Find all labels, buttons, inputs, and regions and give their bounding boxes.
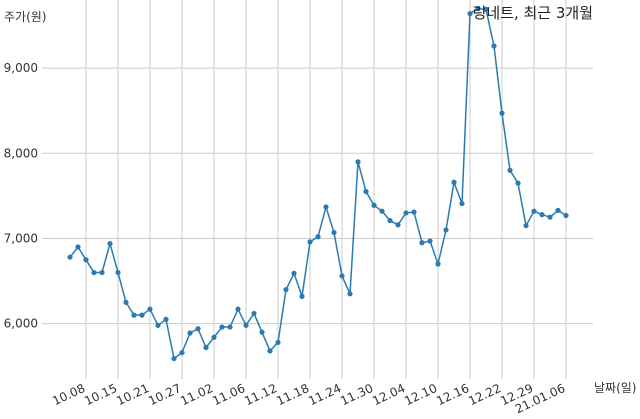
- data-point: [371, 202, 377, 208]
- data-point: [539, 212, 545, 218]
- data-point: [547, 214, 553, 220]
- data-point: [499, 110, 505, 116]
- x-tick-label: 10.27: [146, 381, 183, 408]
- data-point: [531, 208, 537, 214]
- data-point: [427, 238, 433, 244]
- chart-title: 링네트, 최근 3개월: [473, 4, 593, 22]
- data-point: [307, 239, 313, 245]
- x-tick-label: 11.02: [178, 381, 215, 408]
- data-point: [195, 326, 201, 332]
- x-tick-label: 12.04: [370, 381, 407, 408]
- series-group: [67, 5, 569, 362]
- x-tick-label: 10.08: [50, 381, 87, 408]
- data-point: [331, 229, 337, 236]
- series-line: [69, 7, 567, 360]
- data-point: [491, 43, 497, 49]
- data-point: [155, 322, 161, 328]
- data-point: [115, 269, 121, 276]
- x-tick-label: 10.15: [82, 381, 119, 408]
- x-tick-label: 11.30: [338, 381, 375, 408]
- data-point: [131, 312, 137, 318]
- data-point: [243, 322, 249, 328]
- x-axis-label: 날짜(일): [594, 381, 636, 395]
- data-point: [459, 200, 465, 207]
- data-point: [363, 189, 369, 195]
- data-point: [387, 217, 393, 224]
- data-point: [275, 339, 281, 345]
- x-axis-ticks: 10.0810.1510.2110.2711.0211.0611.1211.18…: [50, 381, 567, 416]
- data-point: [267, 348, 273, 354]
- data-point: [475, 5, 481, 12]
- y-axis-ticks: 6,000 7,000 8,000 9,000: [4, 61, 38, 331]
- x-tick-label: 11.12: [242, 381, 279, 408]
- data-point: [171, 355, 177, 362]
- data-point: [123, 299, 129, 305]
- data-point: [107, 240, 113, 247]
- data-point: [483, 6, 489, 12]
- x-tick-label: 11.18: [274, 381, 311, 408]
- data-point: [251, 310, 257, 317]
- x-tick-label: 10.21: [114, 381, 151, 408]
- data-point: [227, 324, 233, 330]
- y-axis-label: 주가(원): [4, 10, 46, 24]
- data-point: [235, 306, 241, 312]
- data-point: [355, 159, 361, 165]
- data-point: [187, 330, 193, 336]
- data-point: [507, 167, 513, 173]
- data-point: [515, 180, 521, 186]
- grid-lines: [42, 0, 593, 379]
- data-point: [403, 210, 409, 216]
- data-point: [451, 179, 457, 185]
- data-point: [419, 240, 425, 246]
- data-point: [147, 306, 153, 312]
- data-point: [83, 257, 89, 263]
- data-point: [395, 222, 401, 228]
- data-point: [67, 254, 73, 260]
- data-point: [163, 316, 169, 322]
- data-point: [315, 234, 321, 240]
- data-point: [435, 261, 441, 267]
- data-point: [291, 270, 297, 276]
- data-point: [339, 273, 345, 279]
- data-point: [91, 269, 97, 276]
- y-tick-label: 6,000: [4, 317, 38, 331]
- data-point: [563, 212, 569, 219]
- data-point: [75, 244, 81, 250]
- data-point: [219, 324, 225, 330]
- data-point: [467, 11, 473, 17]
- data-point: [203, 344, 209, 351]
- data-point: [259, 329, 265, 335]
- data-point: [179, 349, 185, 356]
- data-point: [299, 293, 305, 299]
- x-tick-label: 11.06: [210, 381, 247, 408]
- data-point: [411, 209, 417, 215]
- x-tick-label: 12.16: [434, 381, 471, 408]
- data-point: [443, 227, 449, 233]
- y-tick-label: 9,000: [4, 61, 38, 75]
- y-tick-label: 8,000: [4, 146, 38, 160]
- data-point: [379, 208, 385, 214]
- x-tick-label: 11.24: [306, 381, 343, 408]
- x-tick-label: 12.22: [466, 381, 503, 408]
- y-tick-label: 7,000: [4, 231, 38, 245]
- data-point: [523, 223, 529, 229]
- data-point: [139, 312, 145, 318]
- x-tick-label: 12.10: [402, 381, 439, 408]
- data-point: [283, 286, 289, 293]
- data-point: [323, 204, 329, 210]
- data-point: [347, 291, 353, 297]
- data-point: [555, 207, 561, 213]
- data-point: [211, 334, 217, 340]
- data-point: [99, 269, 105, 276]
